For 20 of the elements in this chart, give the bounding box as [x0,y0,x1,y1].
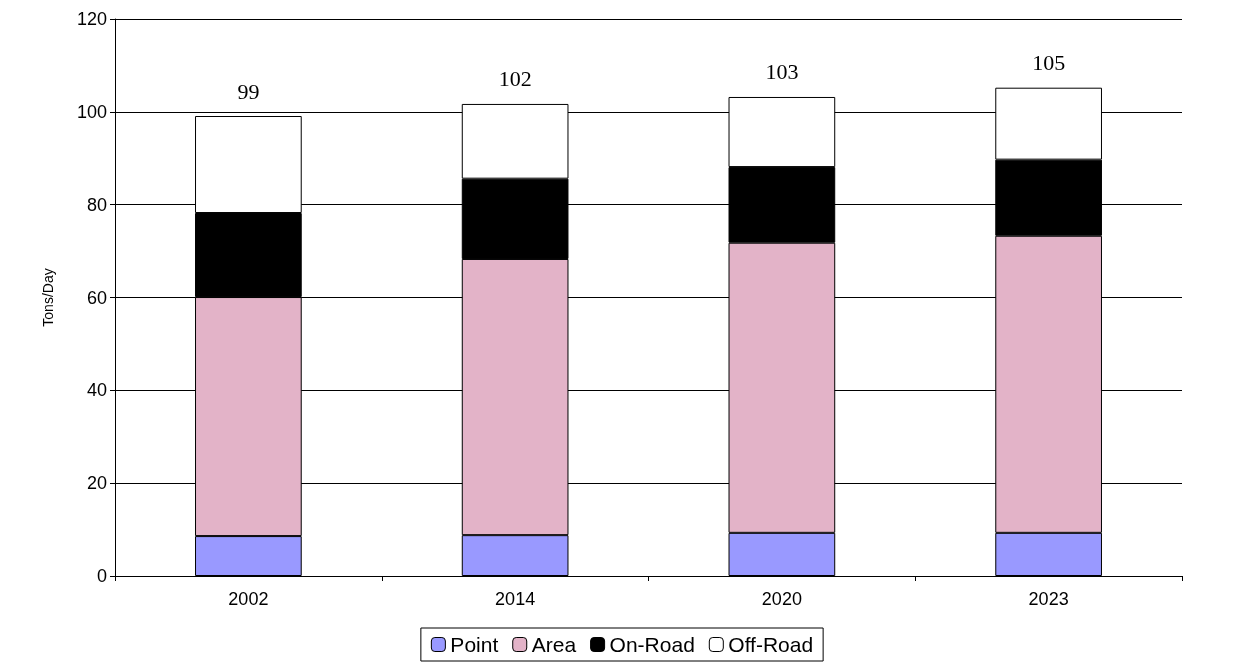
total-label: 105 [1032,50,1066,76]
x-tick-label: 2014 [495,589,536,609]
y-tick-label: 100 [76,101,107,122]
legend-label: Area [531,633,577,656]
y-tick-label: 80 [86,194,107,215]
x-tick-label: 2002 [228,589,269,609]
y-tick-label: 40 [86,380,107,401]
legend-label: Off-Road [728,633,814,656]
x-tick-label: 2023 [1028,589,1069,609]
total-label: 103 [765,59,799,85]
y-axis-title: Tons/Day [40,268,56,327]
y-tick-label: 120 [76,9,107,29]
y-tick-label: 60 [86,287,107,308]
total-label: 102 [498,66,532,92]
y-tick-label: 20 [86,473,107,494]
total-label: 99 [237,78,260,104]
legend-label: On-Road [609,633,695,656]
legend-label: Point [450,633,499,656]
y-tick-label: 0 [96,566,107,586]
x-tick-label: 2020 [761,589,802,609]
